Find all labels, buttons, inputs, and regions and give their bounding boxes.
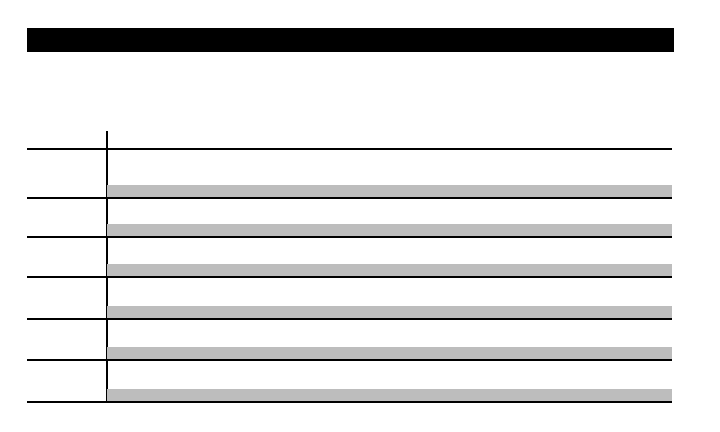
row-shading (107, 264, 672, 276)
row-rule (27, 148, 672, 150)
row-shading (107, 185, 672, 197)
column-divider (106, 131, 108, 402)
row-rule (27, 276, 672, 278)
row-rule (27, 318, 672, 320)
header-bar (27, 28, 674, 52)
row-rule (27, 401, 672, 403)
row-rule (27, 236, 672, 238)
row-shading (107, 347, 672, 359)
row-shading (107, 306, 672, 318)
row-shading (107, 389, 672, 401)
row-rule (27, 197, 672, 199)
row-shading (107, 224, 672, 236)
row-rule (27, 359, 672, 361)
